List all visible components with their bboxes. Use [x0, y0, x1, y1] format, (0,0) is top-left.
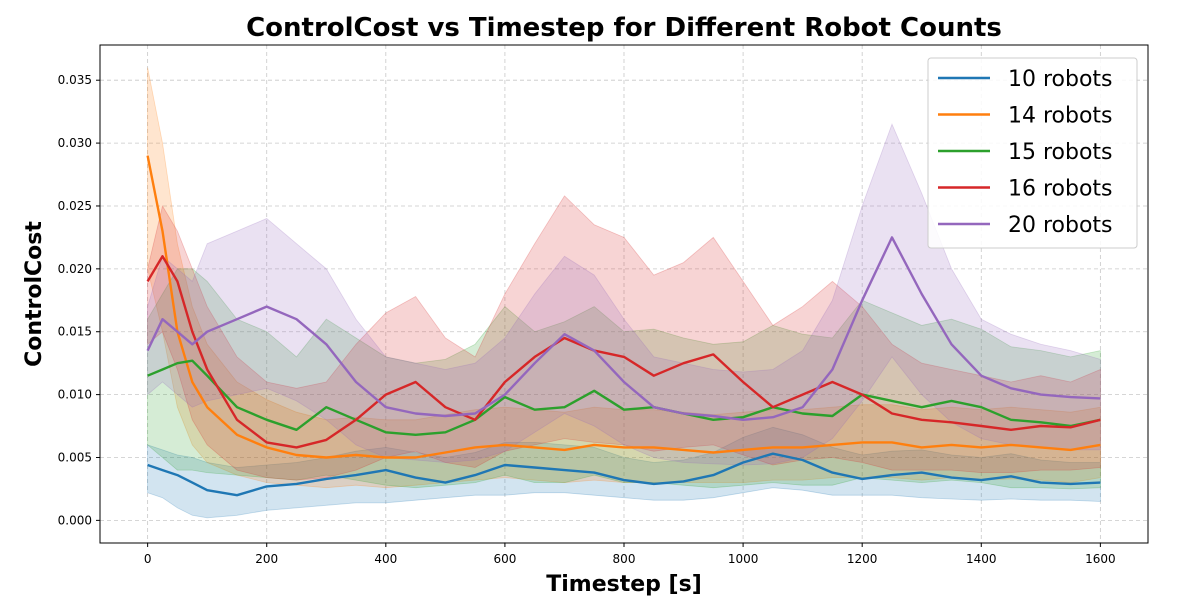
x-tick-label: 1600	[1085, 552, 1116, 566]
x-tick-label: 400	[374, 552, 397, 566]
legend-box	[927, 57, 1138, 249]
legend-label-14-robots: 14 robots	[1008, 104, 1113, 129]
y-tick-label: 0.035	[58, 73, 92, 87]
x-tick-label: 0	[144, 552, 152, 566]
band-15-robots	[147, 268, 1101, 490]
band-10-robots	[147, 426, 1101, 519]
y-tick-label: 0.015	[58, 325, 92, 339]
legend-label-20-robots: 20 robots	[1008, 213, 1113, 238]
legend-label-15-robots: 15 robots	[1008, 140, 1113, 165]
line-20-robots	[146, 236, 1101, 421]
y-tick-label: 0.025	[58, 199, 92, 213]
x-tick-label: 200	[255, 552, 278, 566]
x-tick-label: 1200	[847, 552, 878, 566]
x-axis-title: Timestep [s]	[546, 572, 702, 597]
grid	[100, 45, 1148, 543]
y-axis-ticks: 0.000 0.005 0.010 0.015 0.020 0.025 0.030 0.035	[58, 73, 100, 527]
line-15-robots	[147, 359, 1101, 436]
x-tick-label: 1000	[728, 552, 759, 566]
y-tick-label: 0.030	[58, 136, 92, 150]
chart-title: ControlCost vs Timestep for Different Ro…	[246, 13, 1002, 43]
x-tick-label: 800	[613, 552, 636, 566]
line-10-robots	[147, 452, 1101, 497]
band-16-robots	[147, 195, 1101, 481]
band-20-robots	[147, 123, 1101, 466]
line-14-robots	[146, 155, 1101, 459]
confidence-bands	[147, 67, 1101, 519]
legend: 10 robots 14 robots 15 robots 16 robots 20 r…	[927, 57, 1138, 249]
y-tick-label: 0.020	[58, 262, 92, 276]
y-axis-title: ControlCost	[22, 221, 47, 367]
y-tick-label: 0.005	[58, 450, 92, 464]
legend-label-10-robots: 10 robots	[1008, 67, 1113, 92]
y-tick-label: 0.010	[58, 388, 92, 402]
legend-label-16-robots: 16 robots	[1008, 177, 1113, 202]
x-axis-ticks: 0 200 400 600 800 1000 1200 1400 1600	[144, 543, 1116, 566]
series-lines	[146, 155, 1101, 497]
y-tick-label: 0.000	[58, 513, 92, 527]
x-tick-label: 600	[493, 552, 516, 566]
x-tick-label: 1400	[966, 552, 997, 566]
